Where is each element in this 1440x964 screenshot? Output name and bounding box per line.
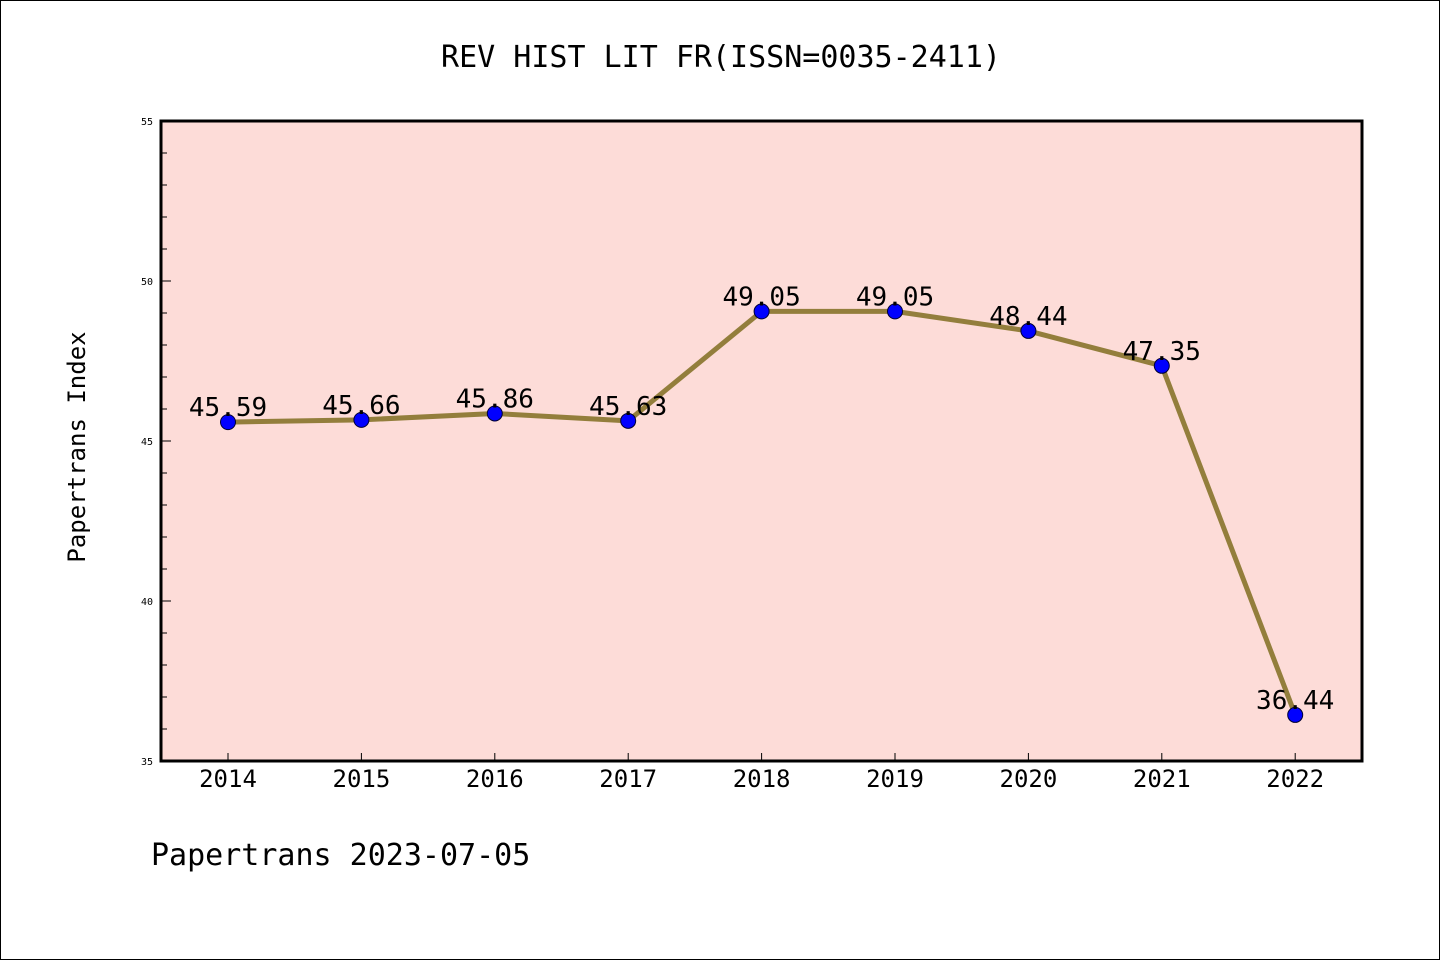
y-axis-label: Papertrans Index xyxy=(63,331,91,562)
data-label: 45.59 xyxy=(189,393,267,423)
data-point xyxy=(1287,706,1304,723)
y-tick-label: 50 xyxy=(141,277,153,288)
data-point xyxy=(753,303,770,320)
data-point xyxy=(486,405,503,422)
x-axis-ticks: 2014 2015 2016 2017 2018 2019 2020 2021 2022 xyxy=(199,753,1324,793)
plot-area xyxy=(159,119,1364,763)
y-tick-label: 45 xyxy=(141,437,153,448)
data-point xyxy=(220,414,236,431)
data-label: 45.63 xyxy=(589,392,667,422)
x-tick-label: 2017 xyxy=(599,765,657,793)
data-label: 45.66 xyxy=(322,391,400,421)
data-point xyxy=(620,412,637,429)
y-axis-ticks: 35 40 45 50 55 xyxy=(141,117,171,768)
series-layer: 45.59 45.66 45.86 45.63 49.05 49.05 48.44 47.35… xyxy=(189,282,1334,723)
data-label: 45.86 xyxy=(456,384,534,414)
data-label: 48.44 xyxy=(989,302,1067,332)
y-tick-label: 40 xyxy=(141,597,153,608)
data-point xyxy=(887,303,903,320)
data-label: 49.05 xyxy=(856,282,934,312)
footer-date: Papertrans 2023-07-05 xyxy=(151,838,530,873)
data-point xyxy=(353,411,370,428)
x-tick-label: 2022 xyxy=(1266,765,1324,793)
y-tick-label: 35 xyxy=(141,757,153,768)
data-point xyxy=(1020,322,1037,339)
data-point xyxy=(1153,357,1170,374)
x-tick-label: 2014 xyxy=(199,765,257,793)
x-tick-label: 2020 xyxy=(1000,765,1058,793)
chart-title: REV HIST LIT FR(ISSN=0035-2411) xyxy=(441,40,1001,75)
x-tick-label: 2016 xyxy=(466,765,524,793)
x-tick-label: 2018 xyxy=(733,765,791,793)
data-label: 47.35 xyxy=(1123,337,1201,367)
data-label: 36.44 xyxy=(1256,686,1334,716)
x-tick-label: 2015 xyxy=(333,765,391,793)
x-tick-label: 2019 xyxy=(866,765,924,793)
y-tick-label: 55 xyxy=(141,117,153,128)
data-label: 49.05 xyxy=(722,282,800,312)
x-tick-label: 2021 xyxy=(1133,765,1191,793)
